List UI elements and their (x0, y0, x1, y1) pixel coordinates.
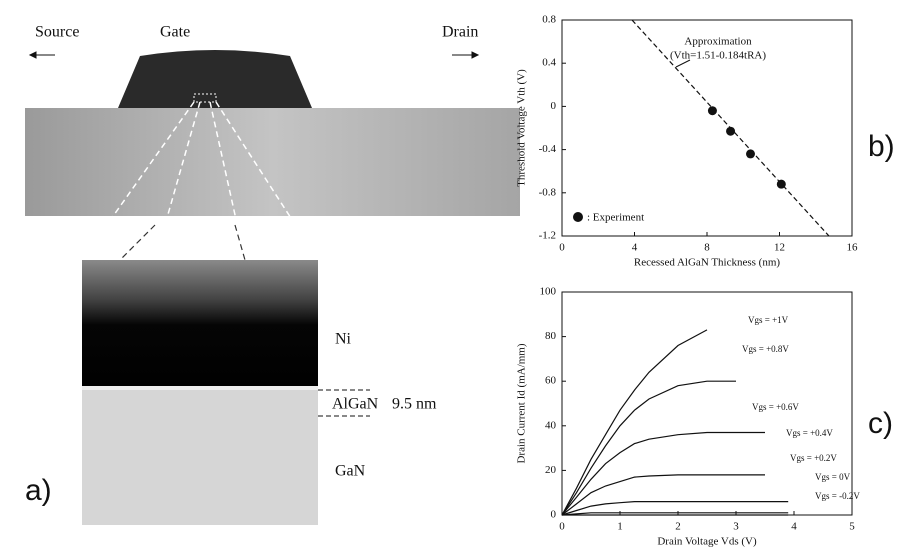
x-tick-label: 4 (791, 521, 797, 533)
y-tick-label: 0 (551, 509, 557, 521)
gate-metal (118, 50, 312, 108)
x-tick-label: 4 (632, 242, 638, 254)
ni-layer (82, 260, 318, 390)
data-point (746, 149, 755, 158)
legend-marker (573, 212, 583, 222)
drain-label: Drain (442, 24, 478, 41)
series-line (562, 330, 707, 515)
curve-label: Vgs = +0.2V (790, 453, 837, 463)
x-axis-label: Recessed AlGaN Thickness (nm) (634, 257, 780, 269)
algan-label: AlGaN (332, 396, 379, 413)
y-tick-label: -0.8 (539, 186, 557, 198)
legend-label: : Experiment (587, 212, 644, 224)
y-tick-label: 60 (545, 375, 557, 387)
data-point (708, 106, 717, 115)
y-tick-label: 100 (540, 286, 557, 298)
figure: Source Gate Drain Ni AlGaN 9.5 nm GaN a)… (0, 0, 903, 551)
x-tick-label: 0 (559, 521, 565, 533)
y-tick-label: 0.8 (542, 14, 556, 26)
curve-label: Vgs = +1V (748, 315, 789, 325)
curve-label: Vgs = +0.4V (786, 428, 833, 438)
x-tick-label: 12 (774, 242, 785, 254)
series-line (562, 433, 765, 516)
x-axis-label: Drain Voltage Vds (V) (657, 536, 757, 548)
curve-label: Vgs = -0.2V (815, 491, 860, 501)
y-tick-label: -0.4 (539, 143, 557, 155)
curve-label: Vgs = +0.6V (752, 402, 799, 412)
x-tick-label: 2 (675, 521, 681, 533)
thickness-label: 9.5 nm (392, 396, 437, 413)
plot-frame (562, 292, 852, 515)
y-tick-label: 0 (551, 100, 557, 112)
data-point (726, 127, 735, 136)
y-tick-label: -1.2 (539, 230, 556, 242)
y-axis-label: Threshold Voltage Vth (V) (516, 69, 528, 187)
panel-label: c) (868, 407, 893, 440)
panel-a: Source Gate Drain Ni AlGaN 9.5 nm GaN a) (25, 24, 520, 525)
panel-label: a) (25, 474, 52, 507)
y-tick-label: 20 (545, 464, 557, 476)
curve-label: Vgs = +0.8V (742, 344, 789, 354)
y-tick-label: 0.4 (542, 57, 556, 69)
y-tick-label: 80 (545, 330, 557, 342)
x-tick-label: 8 (704, 242, 710, 254)
gan-label: GaN (335, 463, 366, 480)
x-tick-label: 1 (617, 521, 623, 533)
curve-label: Vgs = 0V (815, 472, 851, 482)
figure-svg: Source Gate Drain Ni AlGaN 9.5 nm GaN a)… (0, 0, 903, 551)
data-point (777, 180, 786, 189)
line-label: Approximation (684, 36, 752, 48)
zoom-lines-lower (120, 225, 245, 260)
ni-label: Ni (335, 331, 352, 348)
x-tick-label: 0 (559, 242, 565, 254)
panel-label: b) (868, 130, 895, 163)
y-tick-label: 40 (545, 419, 557, 431)
algan-layer (82, 386, 318, 390)
x-tick-label: 16 (847, 242, 859, 254)
annotation: (Vth=1.51-0.184tRA) (670, 50, 766, 62)
series-line (562, 475, 765, 515)
y-axis-label: Drain Current Id (mA/mm) (516, 343, 528, 463)
x-tick-label: 5 (849, 521, 855, 533)
source-label: Source (35, 24, 79, 41)
gate-label: Gate (160, 24, 190, 41)
gan-layer (82, 390, 318, 525)
x-tick-label: 3 (733, 521, 739, 533)
